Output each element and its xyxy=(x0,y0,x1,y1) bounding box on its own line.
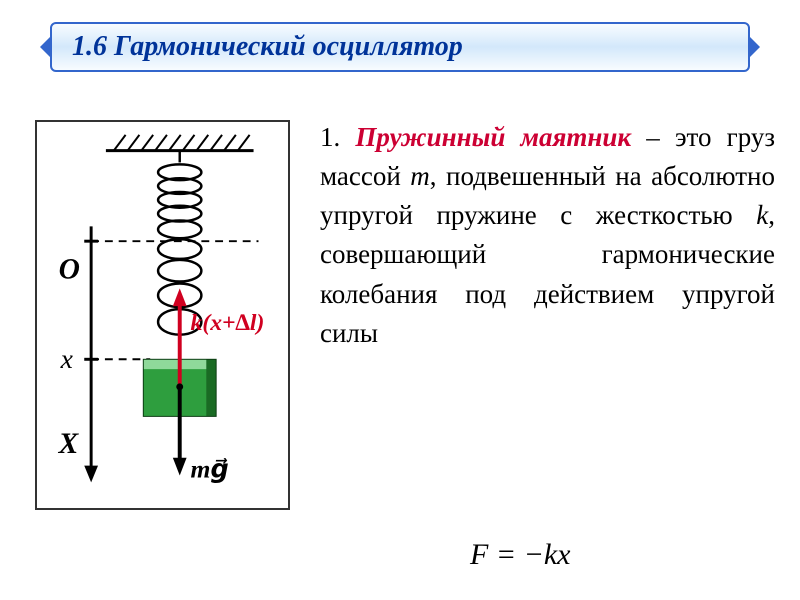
definition-text: 1. Пружинный маятник – это груз массой m… xyxy=(320,118,775,353)
formula-text: F = −kx xyxy=(470,538,570,571)
axis-x-label: x xyxy=(60,343,74,374)
dash: – xyxy=(646,122,660,152)
term-name: Пружинный маятник xyxy=(355,122,631,152)
hooke-formula: F = −kx xyxy=(470,538,570,572)
spring-force-label: k(x+∆l) xyxy=(191,310,265,336)
var-k: k xyxy=(756,200,768,230)
axis-o-label: O xyxy=(59,254,80,286)
item-number: 1. xyxy=(320,122,340,152)
diagram-svg: O x X k(x+∆l) mg⃗ xyxy=(37,122,288,508)
gravity-label: mg⃗ xyxy=(191,454,229,483)
var-m: m xyxy=(410,161,430,191)
section-title-banner: 1.6 Гармонический осциллятор xyxy=(50,22,750,72)
axis-big-x-label: X xyxy=(58,428,80,460)
spring-pendulum-diagram: O x X k(x+∆l) mg⃗ xyxy=(35,120,290,510)
section-title: 1.6 Гармонический осциллятор xyxy=(72,31,463,63)
